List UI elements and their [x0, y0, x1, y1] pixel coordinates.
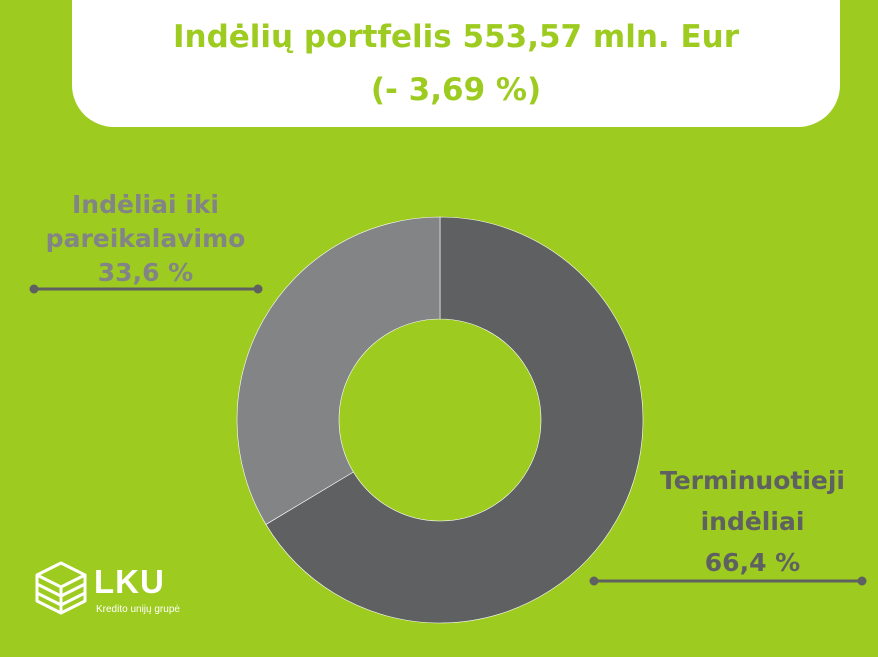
slice-label-demand-deposits: Indėliai iki pareikalavimo 33,6 %: [18, 188, 273, 290]
logo-wordmark: LKU: [94, 563, 165, 600]
logo-subtitle: Kredito unijų grupė: [96, 604, 180, 615]
donut-slice-term-deposits: [265, 216, 644, 624]
slice-label-line: Terminuotieji: [659, 466, 846, 495]
connector-term-deposits: [589, 576, 867, 586]
chart-title: Indėlių portfelis 553,57 mln. Eur: [172, 19, 740, 55]
donut-slice-demand-deposits: [236, 216, 441, 525]
slice-label-line: pareikalavimo: [45, 224, 246, 253]
slice-label-line: Indėliai iki: [72, 190, 219, 219]
slice-value-label: 33,6 %: [97, 258, 194, 287]
slice-value-label: 66,4 %: [704, 548, 801, 577]
cube-logo-icon: [35, 561, 87, 615]
title-panel: Indėlių portfelis 553,57 mln. Eur (- 3,6…: [72, 0, 840, 127]
slice-label-term-deposits: Terminuotieji indėliai 66,4 %: [640, 460, 865, 583]
slice-label-line: indėliai: [700, 507, 805, 536]
connector-demand-deposits: [29, 284, 263, 294]
chart-subtitle-change: (- 3,69 %): [370, 72, 542, 108]
